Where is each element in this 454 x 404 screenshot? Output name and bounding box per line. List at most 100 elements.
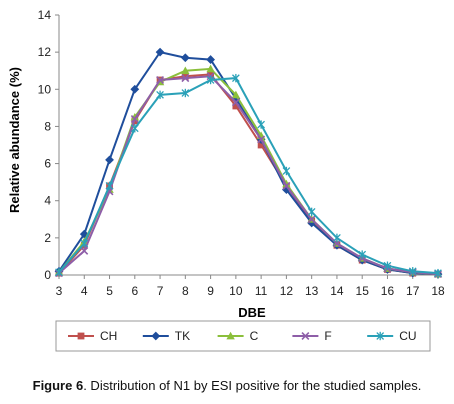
- legend-marker: [226, 331, 235, 340]
- y-tick-label: 14: [38, 8, 52, 22]
- series-line-cu: [58, 77, 439, 275]
- x-tick-label: 18: [431, 284, 445, 298]
- data-point-tk: [130, 84, 140, 94]
- data-point-f: [80, 246, 89, 255]
- x-axis-title: DBE: [238, 305, 266, 320]
- data-point-cu: [307, 207, 316, 217]
- data-point-f-stroke: [130, 115, 139, 123]
- data-point-cu: [232, 73, 240, 83]
- legend-item-f: F: [292, 329, 332, 343]
- y-tick-label: 2: [44, 231, 51, 245]
- series-line-f: [58, 75, 439, 276]
- data-point-tk: [79, 229, 89, 239]
- data-point-cu: [130, 124, 139, 133]
- data-point-f: [181, 74, 190, 83]
- legend-label: C: [250, 329, 259, 343]
- x-tick-label: 7: [157, 284, 164, 298]
- data-point-c: [130, 112, 139, 121]
- data-point-f: [332, 239, 341, 248]
- data-point-f: [282, 181, 291, 190]
- data-point-f: [156, 76, 165, 84]
- data-point-cu: [80, 239, 89, 248]
- y-tick-label: 6: [44, 157, 51, 171]
- series-c: [54, 64, 443, 278]
- x-tick-label: 4: [81, 284, 88, 298]
- data-point-cu: [55, 268, 63, 277]
- x-tick-label: 17: [406, 284, 420, 298]
- legend-item-ch: CH: [68, 329, 117, 343]
- data-point-ch: [232, 102, 240, 110]
- series-tk: [54, 47, 443, 279]
- legend-marker-stroke: [301, 332, 310, 340]
- legend-label: F: [324, 329, 331, 343]
- x-tick-label: 8: [182, 284, 189, 298]
- y-axis-title: Relative abundance (%): [7, 67, 22, 213]
- data-point-c: [231, 90, 241, 99]
- legend-label: TK: [175, 329, 190, 343]
- data-point-f-stroke: [257, 135, 266, 144]
- data-point-f-stroke: [231, 98, 240, 107]
- data-point-tk: [180, 53, 190, 63]
- data-point-tk: [105, 155, 114, 165]
- data-point-c: [206, 64, 215, 73]
- data-point-f-stroke: [307, 215, 316, 224]
- plot-area: 0 2 4 6 8 10 12 14 3 4 5 6 7 8 9 10 11 12 13 14 15 16 17 18: [38, 8, 445, 298]
- data-point-tk: [155, 47, 165, 57]
- legend-item-cu: CU: [367, 329, 417, 343]
- data-point-f: [231, 98, 240, 107]
- data-point-f-stroke: [156, 76, 165, 84]
- y-tick-label: 0: [44, 268, 51, 282]
- y-tick-label: 10: [38, 82, 52, 96]
- line-chart: 0 2 4 6 8 10 12 14 3 4 5 6 7 8 9 10 11 12 13 14 15 16 17 18 Rel…: [7, 8, 445, 352]
- x-tick-label: 14: [330, 284, 344, 298]
- x-tick-label: 15: [356, 284, 370, 298]
- y-tick-label: 8: [44, 119, 51, 133]
- x-tick-label: 5: [106, 284, 113, 298]
- legend-marker: [301, 332, 310, 340]
- data-point-f: [257, 135, 266, 144]
- x-tick-label: 16: [381, 284, 395, 298]
- data-point-f-stroke: [332, 239, 341, 248]
- legend-item-c: C: [217, 329, 259, 343]
- series-cu: [55, 73, 442, 278]
- data-point-f-stroke: [181, 74, 190, 83]
- data-point-tk: [206, 55, 215, 64]
- x-tick-label: 10: [229, 284, 243, 298]
- figure-caption: Figure 6. Distribution of N1 by ESI posi…: [0, 378, 454, 393]
- data-point-cu: [156, 90, 164, 100]
- data-point-cu: [206, 75, 215, 85]
- data-point-f-stroke: [282, 181, 291, 190]
- data-point-f-stroke: [80, 246, 89, 255]
- data-point-cu: [105, 181, 114, 191]
- y-tick-label: 4: [44, 194, 51, 208]
- data-point-ch: [181, 72, 189, 80]
- series-line-tk: [58, 50, 439, 276]
- data-point-c: [181, 66, 190, 75]
- x-tick-label: 3: [56, 284, 63, 298]
- data-point-cu: [434, 268, 442, 278]
- legend: CH TK C F CU: [55, 320, 431, 352]
- data-point-cu: [282, 166, 291, 176]
- data-point-f: [130, 115, 139, 123]
- x-tick-label: 6: [131, 284, 138, 298]
- legend-marker: [77, 332, 85, 340]
- data-point-f: [307, 215, 316, 224]
- legend-label: CH: [100, 329, 117, 343]
- y-tick-label: 12: [38, 45, 52, 59]
- data-point-cu: [257, 120, 265, 129]
- data-point-cu: [383, 261, 392, 270]
- legend-marker: [151, 331, 161, 341]
- data-point-ch: [257, 141, 265, 149]
- legend-label: CU: [399, 329, 416, 343]
- x-tick-label: 11: [255, 284, 268, 298]
- figure-caption-label: Figure 6: [32, 378, 84, 393]
- figure-caption-text: . Distribution of N1 by ESI positive for…: [83, 378, 422, 393]
- data-point-cu: [358, 250, 367, 259]
- legend-marker: [376, 331, 385, 341]
- data-point-f-stroke: [105, 187, 114, 196]
- x-tick-label: 9: [207, 284, 214, 298]
- legend-item-tk: TK: [142, 329, 190, 343]
- x-tick-label: 13: [305, 284, 319, 298]
- data-point-cu: [408, 267, 417, 276]
- data-point-cu: [333, 233, 341, 243]
